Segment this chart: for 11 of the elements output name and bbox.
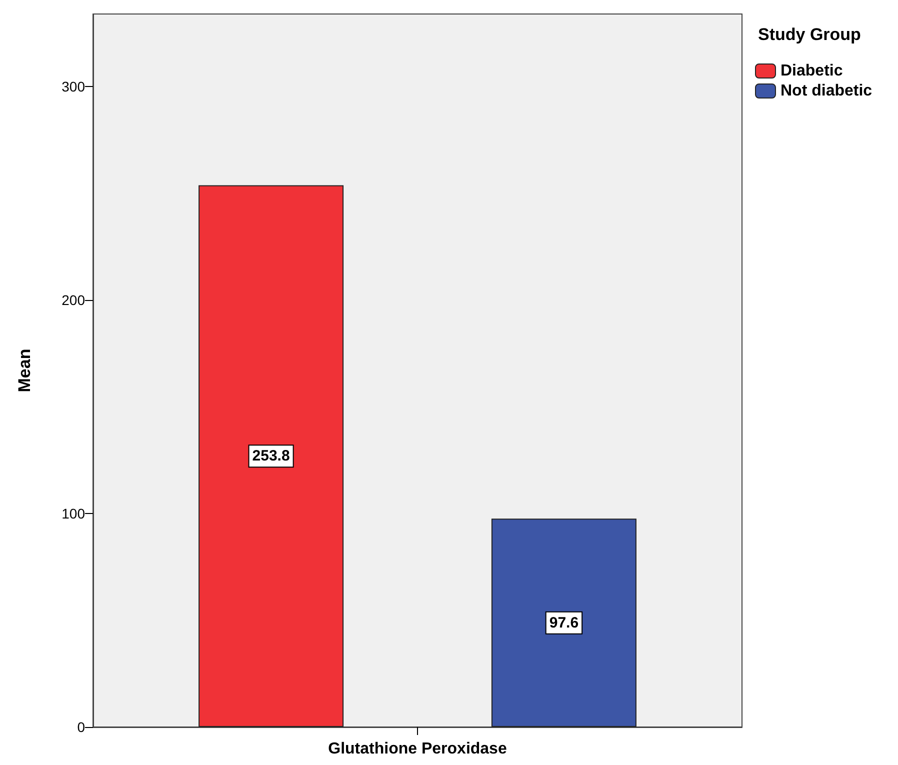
data-label: 97.6: [549, 614, 579, 632]
legend-title: Study Group: [758, 25, 861, 44]
y-tick-label: 100: [62, 506, 86, 522]
y-tick-label: 200: [62, 292, 86, 308]
data-label: 253.8: [252, 448, 290, 465]
y-tick-label: 300: [62, 78, 86, 95]
legend-label: Diabetic: [780, 62, 843, 80]
legend-label: Not diabetic: [780, 82, 872, 100]
y-tick-label: 0: [77, 719, 86, 735]
y-axis-title: Mean: [15, 348, 34, 392]
x-tick-label: Glutathione Peroxidase: [328, 740, 507, 758]
